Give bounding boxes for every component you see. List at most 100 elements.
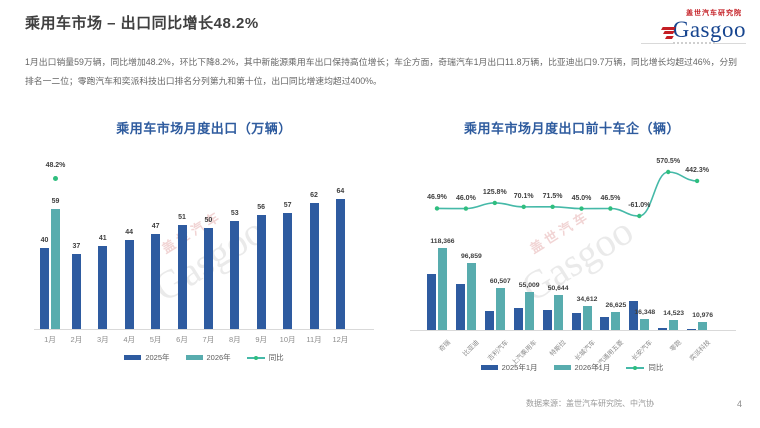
bar-value-2025-11月: 62: [310, 192, 318, 200]
bar-2026-零跑: [669, 319, 679, 330]
logo-stripes-icon: [660, 26, 676, 39]
x-axis-label: 10月: [279, 335, 296, 344]
legend-dot: [253, 355, 258, 360]
bar-value-2026-上汽通用五菱: 26,625: [605, 301, 627, 309]
bar-value-2025-3月: 41: [98, 234, 107, 242]
legend-item-2025年: 2025年: [124, 352, 170, 363]
legend-item-同比: 同比: [246, 352, 284, 363]
yoy-marker: [608, 206, 613, 211]
legend-label: 同比: [648, 363, 664, 372]
bar-2025-8月: [230, 221, 240, 329]
x-axis-label: 12月: [332, 335, 349, 344]
yoy-marker: [521, 204, 526, 210]
gasgoo-logo: 盖世汽车研究院 Gasgoo: [641, 8, 746, 47]
legend-line-sample: [246, 355, 265, 360]
legend-swatch: [124, 355, 142, 360]
bar-value-2026-零跑: 14,523: [663, 309, 685, 317]
bar-value-2026-长城汽车: 34,612: [576, 296, 598, 304]
bar-value-2026-长安汽车: 16,348: [634, 308, 656, 316]
bar-2025-吉利汽车: [484, 311, 494, 330]
monthly-chart-title: 乘用车市场月度出口（万辆）: [116, 121, 292, 136]
x-axis-label: 6月: [176, 335, 188, 344]
x-axis-label: 比亚迪: [462, 339, 481, 358]
bar-value-2026-上汽乘用车: 55,009: [518, 281, 540, 289]
x-axis-label: 奕派科技: [688, 339, 713, 363]
x-axis-label: 7月: [202, 335, 215, 344]
legend-line-sample: [626, 365, 645, 370]
chart-legend: 2025年 2026年 同比: [28, 352, 380, 363]
bar-2026-奕派科技: [698, 322, 708, 330]
bar-value-2025-1月: 40: [40, 236, 49, 244]
bar-2025-奕派科技: [687, 328, 697, 330]
bar-2025-1月: [40, 247, 49, 329]
bar-2025-比亚迪: [455, 284, 465, 330]
yoy-marker: [637, 213, 642, 219]
legend-label: 2026年1月: [574, 363, 611, 372]
yoy-marker: [463, 206, 469, 211]
bar-2026-特斯拉: [553, 294, 563, 330]
legend-dot: [633, 365, 638, 370]
bar-2026-长安汽车: [640, 318, 650, 330]
bar-2026-奇瑞: [438, 248, 447, 330]
bar-value-2026-特斯拉: 50,644: [547, 284, 569, 292]
yoy-label-长安汽车: -61.0%: [628, 202, 651, 209]
yoy-marker: [579, 206, 584, 211]
x-axis-label: 9月: [255, 335, 268, 344]
bar-value-2026-奇瑞: 118,366: [430, 238, 455, 245]
bar-2025-长安汽车: [629, 300, 639, 330]
top10-chart-canvas: 奇瑞 118,366 46.9% 比亚迪 96,859 46.0% 吉利汽车 60,507 12…: [396, 112, 748, 380]
bar-value-2026-奕派科技: 10,976: [692, 312, 713, 320]
bar-value-2026-吉利汽车: 60,507: [489, 278, 511, 286]
bar-2025-奇瑞: [427, 274, 436, 330]
bar-value-2025-8月: 53: [230, 210, 239, 218]
bar-2026-1月: [51, 209, 60, 329]
bar-2025-上汽通用五菱: [600, 317, 610, 330]
yoy-label: 48.2%: [45, 162, 66, 170]
page-number: 4: [736, 399, 742, 409]
summary-paragraph: 1月出口销量59万辆，同比增加48.2%，环比下降8.2%，其中新能源乘用车出口…: [25, 57, 737, 86]
x-axis-label: 5月: [149, 335, 162, 344]
bar-2026-比亚迪: [466, 262, 476, 330]
bar-2025-7月: [203, 227, 213, 329]
x-axis-label: 4月: [123, 335, 136, 344]
x-axis-label: 11月: [306, 335, 322, 344]
logo-brand-text: Gasgoo: [672, 17, 746, 42]
logo-tagline-rule: [641, 42, 746, 47]
bar-2025-4月: [124, 239, 134, 329]
page-title: 乘用车市场 – 出口同比增长48.2%: [25, 15, 259, 32]
bar-2026-上汽乘用车: [524, 291, 534, 330]
legend-label: 同比: [268, 353, 284, 362]
x-axis: [410, 330, 736, 331]
top10-oem-chart-panel: 盖世汽车 Gasgoo 乘用车市场月度出口前十车企（辆） 奇瑞 118,366 46…: [396, 112, 748, 380]
bar-2025-12月: [335, 199, 345, 329]
bar-value-2025-9月: 56: [257, 204, 266, 212]
yoy-marker: [550, 204, 555, 209]
yoy-marker: [434, 206, 440, 211]
x-axis-label: 奇瑞: [437, 339, 453, 354]
bar-2025-6月: [177, 225, 187, 329]
bar-2026-吉利汽车: [495, 288, 505, 330]
bar-value-2025-4月: 44: [125, 228, 134, 236]
yoy-marker: [694, 178, 700, 184]
x-axis-label: 零跑: [669, 339, 684, 354]
top10-chart-title: 乘用车市场月度出口前十车企（辆）: [463, 121, 680, 136]
logo-institute-text: 盖世汽车研究院: [686, 10, 742, 17]
yoy-label-零跑: 570.5%: [656, 158, 681, 165]
yoy-marker: [53, 175, 58, 181]
bar-2025-特斯拉: [542, 309, 552, 330]
legend-label: 2026年: [206, 353, 231, 362]
bar-value-2025-6月: 51: [178, 214, 186, 222]
legend-item-2026年1月: 2026年1月: [553, 362, 611, 373]
bar-2026-长城汽车: [582, 306, 592, 330]
bar-value-2025-5月: 47: [151, 222, 160, 230]
legend-item-同比: 同比: [626, 362, 663, 373]
x-axis-label: 8月: [228, 335, 241, 344]
yoy-label-上汽通用五菱: 46.5%: [600, 194, 621, 202]
x-axis: [34, 329, 374, 330]
x-axis-label: 长安汽车: [631, 339, 655, 363]
legend-swatch: [553, 365, 571, 370]
bar-value-2026-1月: 59: [51, 198, 60, 206]
bar-2025-零跑: [658, 328, 668, 330]
yoy-line: [434, 169, 700, 219]
